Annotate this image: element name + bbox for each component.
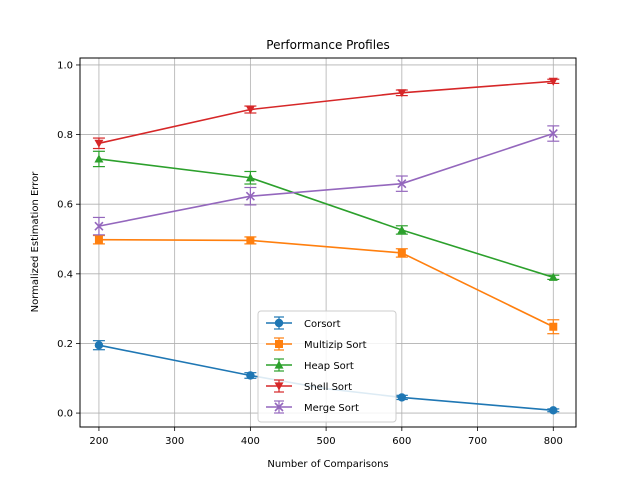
y-tick-label: 0.2 [57, 339, 73, 350]
data-point-corsort [246, 371, 255, 380]
legend-box [257, 310, 397, 423]
legend-entry-corsort: Corsort [266, 316, 341, 330]
legend-marker [275, 340, 283, 348]
data-point-heap-sort [548, 272, 558, 281]
data-point-merge-sort [397, 179, 407, 189]
legend-label: Heap Sort [304, 361, 354, 372]
data-point-heap-sort [94, 154, 104, 163]
series-shell-sort [92, 77, 560, 150]
legend-entry-shell-sort: Shell Sort [266, 379, 352, 393]
x-tick-label: 400 [241, 436, 260, 447]
x-tick-label: 700 [468, 436, 487, 447]
y-tick-label: 1.0 [57, 60, 73, 71]
grid [80, 58, 576, 427]
series-multizip-sort [92, 234, 560, 335]
x-axis-label: Number of Comparisons [267, 459, 388, 470]
plot-frame [79, 57, 577, 428]
y-axis: 0.0 0.2 0.4 0.6 0.8 1.0 [57, 60, 80, 420]
series-line-shell-sort [98, 80, 554, 145]
legend-entry-multizip-sort: Multizip Sort [266, 337, 367, 351]
data-point-shell-sort [397, 89, 407, 98]
x-tick-label: 800 [544, 436, 563, 447]
data-point-heap-sort [397, 225, 407, 234]
legend-entry-heap-sort: Heap Sort [266, 358, 354, 372]
data-point-shell-sort [245, 105, 255, 115]
data-point-corsort [549, 406, 558, 415]
y-tick-label: 0.6 [57, 200, 73, 211]
data-point-shell-sort [548, 77, 558, 86]
data-point-heap-sort [245, 173, 255, 182]
chart-title: Performance Profiles [266, 38, 389, 52]
legend-label: Corsort [304, 319, 341, 330]
x-tick-label: 200 [89, 436, 108, 447]
x-axis: 200 300 400 500 600 700 800 [89, 427, 563, 447]
y-tick-label: 0.0 [57, 409, 73, 420]
y-tick-label: 0.4 [57, 269, 73, 280]
data-point-multizip-sort [94, 235, 103, 244]
y-axis-label: Normalized Estimation Error [30, 171, 41, 313]
legend: Corsort Multizip Sort Heap Sort Shell Sort M… [257, 310, 397, 423]
data-point-corsort [397, 393, 407, 402]
x-tick-label: 600 [392, 436, 411, 447]
data-point-shell-sort [94, 139, 104, 148]
legend-marker [274, 318, 284, 328]
data-point-multizip-sort [549, 322, 558, 331]
data-point-merge-sort [245, 191, 255, 201]
data-point-multizip-sort [397, 248, 406, 257]
legend-label: Multizip Sort [304, 340, 367, 351]
x-tick-label: 500 [317, 436, 336, 447]
data-point-multizip-sort [246, 236, 255, 245]
data-point-corsort [94, 340, 104, 350]
legend-entry-merge-sort: Merge Sort [266, 400, 359, 414]
series-line-heap-sort [98, 158, 554, 279]
series-line-multizip-sort [98, 238, 554, 328]
data-point-merge-sort [94, 221, 104, 231]
y-tick-label: 0.8 [57, 130, 73, 141]
series-merge-sort [92, 125, 560, 236]
legend-label: Shell Sort [304, 382, 352, 393]
data-point-merge-sort [548, 128, 558, 139]
legend-marker [274, 360, 284, 369]
x-tick-label: 300 [165, 436, 184, 447]
legend-marker [274, 382, 284, 391]
series-heap-sort [92, 150, 560, 281]
series-line-merge-sort [98, 132, 554, 227]
legend-label: Merge Sort [304, 403, 359, 414]
legend-marker [274, 402, 284, 412]
